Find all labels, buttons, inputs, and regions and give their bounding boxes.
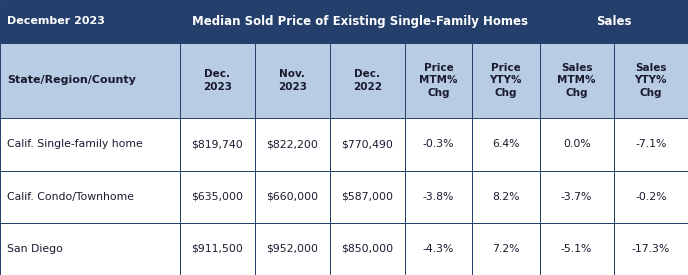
- Text: San Diego: San Diego: [7, 244, 63, 254]
- Bar: [180, 118, 255, 170]
- Text: 7.2%: 7.2%: [492, 244, 519, 254]
- Bar: [330, 118, 405, 170]
- Bar: [614, 223, 688, 275]
- Bar: [180, 0, 539, 43]
- Bar: [405, 170, 472, 223]
- Bar: [0, 170, 180, 223]
- Text: -17.3%: -17.3%: [632, 244, 670, 254]
- Bar: [0, 43, 180, 118]
- Bar: [539, 223, 614, 275]
- Text: State/Region/County: State/Region/County: [7, 75, 136, 86]
- Text: Dec.
2023: Dec. 2023: [203, 69, 232, 92]
- Bar: [330, 223, 405, 275]
- Bar: [255, 170, 330, 223]
- Text: Price
YTY%
Chg: Price YTY% Chg: [490, 63, 522, 98]
- Text: Sales
MTM%
Chg: Sales MTM% Chg: [557, 63, 596, 98]
- Bar: [614, 170, 688, 223]
- Bar: [472, 223, 539, 275]
- Text: $660,000: $660,000: [266, 192, 319, 202]
- Text: 8.2%: 8.2%: [492, 192, 519, 202]
- Bar: [0, 0, 180, 43]
- Text: Sales: Sales: [596, 15, 632, 28]
- Bar: [472, 43, 539, 118]
- Bar: [472, 118, 539, 170]
- Bar: [0, 223, 180, 275]
- Text: -3.7%: -3.7%: [561, 192, 592, 202]
- Text: Calif. Single-family home: Calif. Single-family home: [7, 139, 142, 149]
- Text: -0.3%: -0.3%: [422, 139, 454, 149]
- Text: -0.2%: -0.2%: [635, 192, 667, 202]
- Bar: [255, 118, 330, 170]
- Text: 6.4%: 6.4%: [492, 139, 519, 149]
- Bar: [330, 43, 405, 118]
- Bar: [255, 223, 330, 275]
- Bar: [180, 223, 255, 275]
- Bar: [180, 43, 255, 118]
- Bar: [330, 170, 405, 223]
- Text: $819,740: $819,740: [191, 139, 244, 149]
- Text: -5.1%: -5.1%: [561, 244, 592, 254]
- Bar: [539, 43, 614, 118]
- Bar: [180, 170, 255, 223]
- Bar: [255, 43, 330, 118]
- Text: -4.3%: -4.3%: [423, 244, 454, 254]
- Text: Calif. Condo/Townhome: Calif. Condo/Townhome: [7, 192, 134, 202]
- Bar: [405, 43, 472, 118]
- Text: $911,500: $911,500: [191, 244, 244, 254]
- Text: $850,000: $850,000: [341, 244, 394, 254]
- Text: Price
MTM%
Chg: Price MTM% Chg: [419, 63, 458, 98]
- Text: Dec.
2022: Dec. 2022: [353, 69, 382, 92]
- Text: Nov.
2023: Nov. 2023: [278, 69, 307, 92]
- Text: December 2023: December 2023: [7, 16, 105, 26]
- Bar: [405, 118, 472, 170]
- Bar: [539, 170, 614, 223]
- Bar: [614, 43, 688, 118]
- Bar: [614, 118, 688, 170]
- Text: Median Sold Price of Existing Single-Family Homes: Median Sold Price of Existing Single-Fam…: [192, 15, 528, 28]
- Bar: [405, 223, 472, 275]
- Text: 0.0%: 0.0%: [563, 139, 590, 149]
- Bar: [539, 0, 688, 43]
- Text: $770,490: $770,490: [341, 139, 394, 149]
- Text: $635,000: $635,000: [191, 192, 244, 202]
- Bar: [472, 170, 539, 223]
- Text: $952,000: $952,000: [266, 244, 319, 254]
- Text: $587,000: $587,000: [341, 192, 394, 202]
- Text: -3.8%: -3.8%: [423, 192, 454, 202]
- Text: Sales
YTY%
Chg: Sales YTY% Chg: [634, 63, 667, 98]
- Bar: [0, 118, 180, 170]
- Bar: [539, 118, 614, 170]
- Text: $822,200: $822,200: [266, 139, 319, 149]
- Text: -7.1%: -7.1%: [635, 139, 667, 149]
